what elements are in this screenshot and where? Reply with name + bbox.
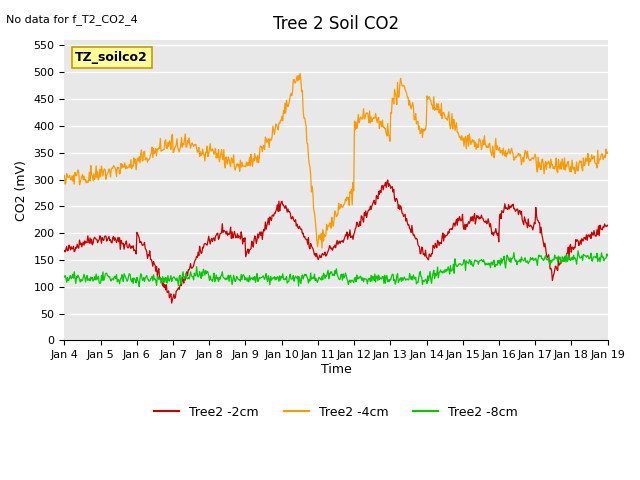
X-axis label: Time: Time [321, 363, 351, 376]
Title: Tree 2 Soil CO2: Tree 2 Soil CO2 [273, 15, 399, 33]
Legend: Tree2 -2cm, Tree2 -4cm, Tree2 -8cm: Tree2 -2cm, Tree2 -4cm, Tree2 -8cm [149, 401, 523, 424]
Text: No data for f_T2_CO2_4: No data for f_T2_CO2_4 [6, 14, 138, 25]
Text: TZ_soilco2: TZ_soilco2 [76, 51, 148, 64]
Y-axis label: CO2 (mV): CO2 (mV) [15, 160, 28, 221]
